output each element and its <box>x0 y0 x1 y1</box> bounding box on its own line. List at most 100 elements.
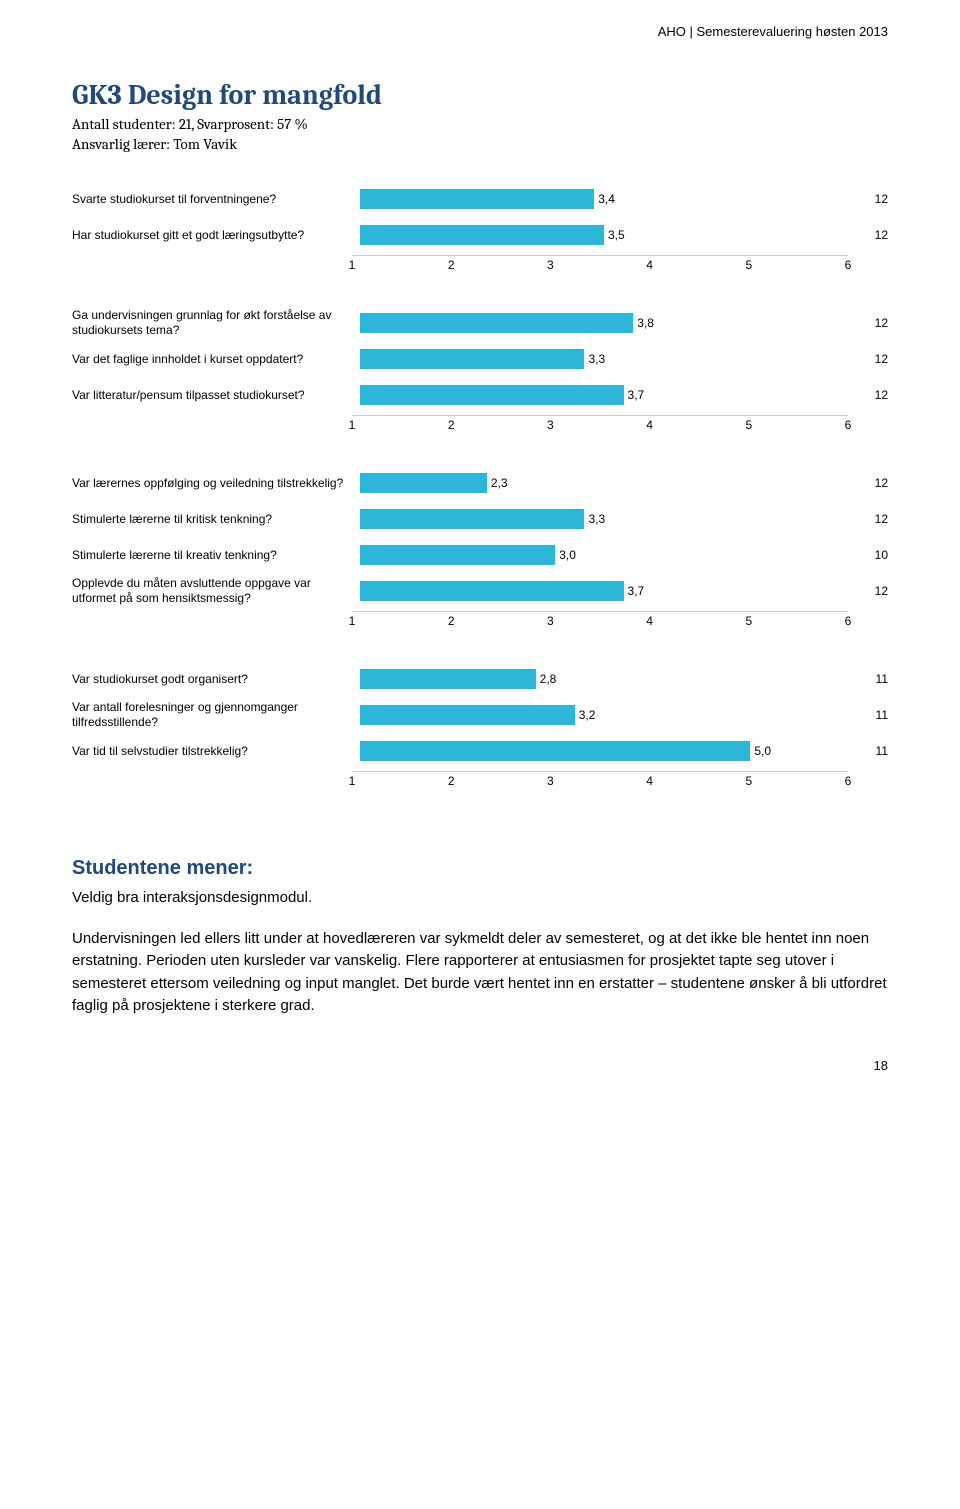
subtitle-students: Antall studenter: 21, Svarprosent: 57 % <box>72 115 888 133</box>
chart-row-count: 11 <box>848 708 888 722</box>
axis-tick: 1 <box>349 614 356 628</box>
chart-row-label: Ga undervisningen grunnlag for økt forst… <box>72 308 360 338</box>
chart-bar <box>360 189 594 209</box>
axis-tick: 1 <box>349 418 356 432</box>
axis-tick: 2 <box>448 258 455 272</box>
chart-row-count: 12 <box>848 192 888 206</box>
chart-row-label: Var tid til selvstudier tilstrekkelig? <box>72 744 360 759</box>
chart-row: Var det faglige innholdet i kurset oppda… <box>72 341 888 377</box>
chart-row-plot: 3,7 <box>360 377 848 413</box>
chart-axis: 1 2 3 4 5 6 <box>72 611 888 633</box>
chart-row-count: 12 <box>848 228 888 242</box>
chart-row: Var litteratur/pensum tilpasset studioku… <box>72 377 888 413</box>
chart-bar <box>360 669 536 689</box>
chart-block: Var lærernes oppfølging og veiledning ti… <box>72 465 888 633</box>
chart-bar-value: 3,7 <box>624 385 645 405</box>
chart-row-label: Var antall forelesninger og gjennomgange… <box>72 700 360 730</box>
axis-tick: 1 <box>349 258 356 272</box>
chart-row-count: 12 <box>848 316 888 330</box>
chart-row-label: Var det faglige innholdet i kurset oppda… <box>72 352 360 367</box>
chart-bar-value: 3,3 <box>584 509 605 529</box>
chart-bar <box>360 385 624 405</box>
chart-axis: 123456 <box>72 255 888 277</box>
chart-block: Svarte studiokurset til forventningene? 3… <box>72 181 888 277</box>
subtitle-teacher: Ansvarlig lærer: Tom Vavik <box>72 135 888 153</box>
axis-tick: 3 <box>547 418 554 432</box>
chart-row-plot: 3,8 <box>360 305 848 341</box>
chart-block: Ga undervisningen grunnlag for økt forst… <box>72 305 888 437</box>
chart-row-plot: 5,0 <box>360 733 848 769</box>
axis-tick: 3 <box>547 774 554 788</box>
page-title: GK3 Design for mangfold <box>72 79 888 111</box>
axis-tick: 2 <box>448 418 455 432</box>
chart-row: Var studiokurset godt organisert?2,811 <box>72 661 888 697</box>
chart-row-count: 12 <box>848 584 888 598</box>
chart-row-plot: 3,5 <box>360 217 848 253</box>
comments-block: Studentene mener: Veldig bra interaksjon… <box>72 853 888 1018</box>
page-number: 18 <box>72 1058 888 1073</box>
chart-row-label: Var litteratur/pensum tilpasset studioku… <box>72 388 360 403</box>
chart-row: Ga undervisningen grunnlag for økt forst… <box>72 305 888 341</box>
axis-tick: 6 <box>845 418 852 432</box>
chart-row-plot: 3,4 <box>360 181 848 217</box>
axis-tick: 5 <box>745 774 752 788</box>
chart-row-label: Opplevde du måten avsluttende oppgave va… <box>72 576 360 606</box>
chart-row-label: Var lærernes oppfølging og veiledning ti… <box>72 476 360 491</box>
chart-bar <box>360 545 555 565</box>
axis-tick: 2 <box>448 774 455 788</box>
chart-row-label: Svarte studiokurset til forventningene? <box>72 192 360 207</box>
axis-tick: 5 <box>745 258 752 272</box>
chart-row-count: 11 <box>848 744 888 758</box>
chart-bar <box>360 225 604 245</box>
doc-header: AHO | Semesterevaluering høsten 2013 <box>72 24 888 39</box>
chart-bar-value: 3,8 <box>633 313 654 333</box>
charts-container: Svarte studiokurset til forventningene? 3… <box>72 181 888 793</box>
axis-tick: 6 <box>845 258 852 272</box>
chart-row: Stimulerte lærerne til kritisk tenkning?… <box>72 501 888 537</box>
comments-heading: Studentene mener: <box>72 853 888 883</box>
chart-bar <box>360 349 584 369</box>
chart-bar-value: 5,0 <box>750 741 771 761</box>
chart-block: Var studiokurset godt organisert?2,811Va… <box>72 661 888 793</box>
chart-row-count: 12 <box>848 476 888 490</box>
chart-axis: 123456 <box>72 415 888 437</box>
chart-row: Har studiokurset gitt et godt læringsutb… <box>72 217 888 253</box>
chart-row: Svarte studiokurset til forventningene? 3… <box>72 181 888 217</box>
chart-bar <box>360 313 633 333</box>
chart-row-label: Stimulerte lærerne til kreativ tenkning? <box>72 548 360 563</box>
axis-tick: 3 <box>547 614 554 628</box>
chart-row-plot: 3,3 <box>360 501 848 537</box>
chart-bar-value: 3,3 <box>584 349 605 369</box>
axis-tick: 4 <box>646 258 653 272</box>
chart-bar <box>360 741 750 761</box>
chart-bar <box>360 509 584 529</box>
chart-bar-value: 2,3 <box>487 473 508 493</box>
chart-row-plot: 3,0 <box>360 537 848 573</box>
chart-row: Var antall forelesninger og gjennomgange… <box>72 697 888 733</box>
chart-row: Var tid til selvstudier tilstrekkelig? 5,… <box>72 733 888 769</box>
chart-bar-value: 3,4 <box>594 189 615 209</box>
chart-row: Opplevde du måten avsluttende oppgave va… <box>72 573 888 609</box>
axis-tick: 4 <box>646 418 653 432</box>
comments-p2: Undervisningen led ellers litt under at … <box>72 928 888 1018</box>
chart-bar <box>360 473 487 493</box>
axis-tick: 6 <box>845 614 852 628</box>
chart-row-label: Har studiokurset gitt et godt læringsutb… <box>72 228 360 243</box>
chart-bar-value: 3,7 <box>624 581 645 601</box>
chart-row-count: 11 <box>848 672 888 686</box>
axis-tick: 5 <box>745 614 752 628</box>
chart-row-count: 10 <box>848 548 888 562</box>
axis-tick: 4 <box>646 774 653 788</box>
axis-tick: 4 <box>646 614 653 628</box>
axis-tick: 2 <box>448 614 455 628</box>
chart-axis: 123456 <box>72 771 888 793</box>
chart-row-plot: 3,3 <box>360 341 848 377</box>
chart-bar-value: 3,2 <box>575 705 596 725</box>
chart-row-label: Var studiokurset godt organisert? <box>72 672 360 687</box>
chart-row-count: 12 <box>848 388 888 402</box>
chart-row-count: 12 <box>848 352 888 366</box>
chart-bar <box>360 705 575 725</box>
chart-row-count: 12 <box>848 512 888 526</box>
chart-bar-value: 3,5 <box>604 225 625 245</box>
axis-tick: 6 <box>845 774 852 788</box>
